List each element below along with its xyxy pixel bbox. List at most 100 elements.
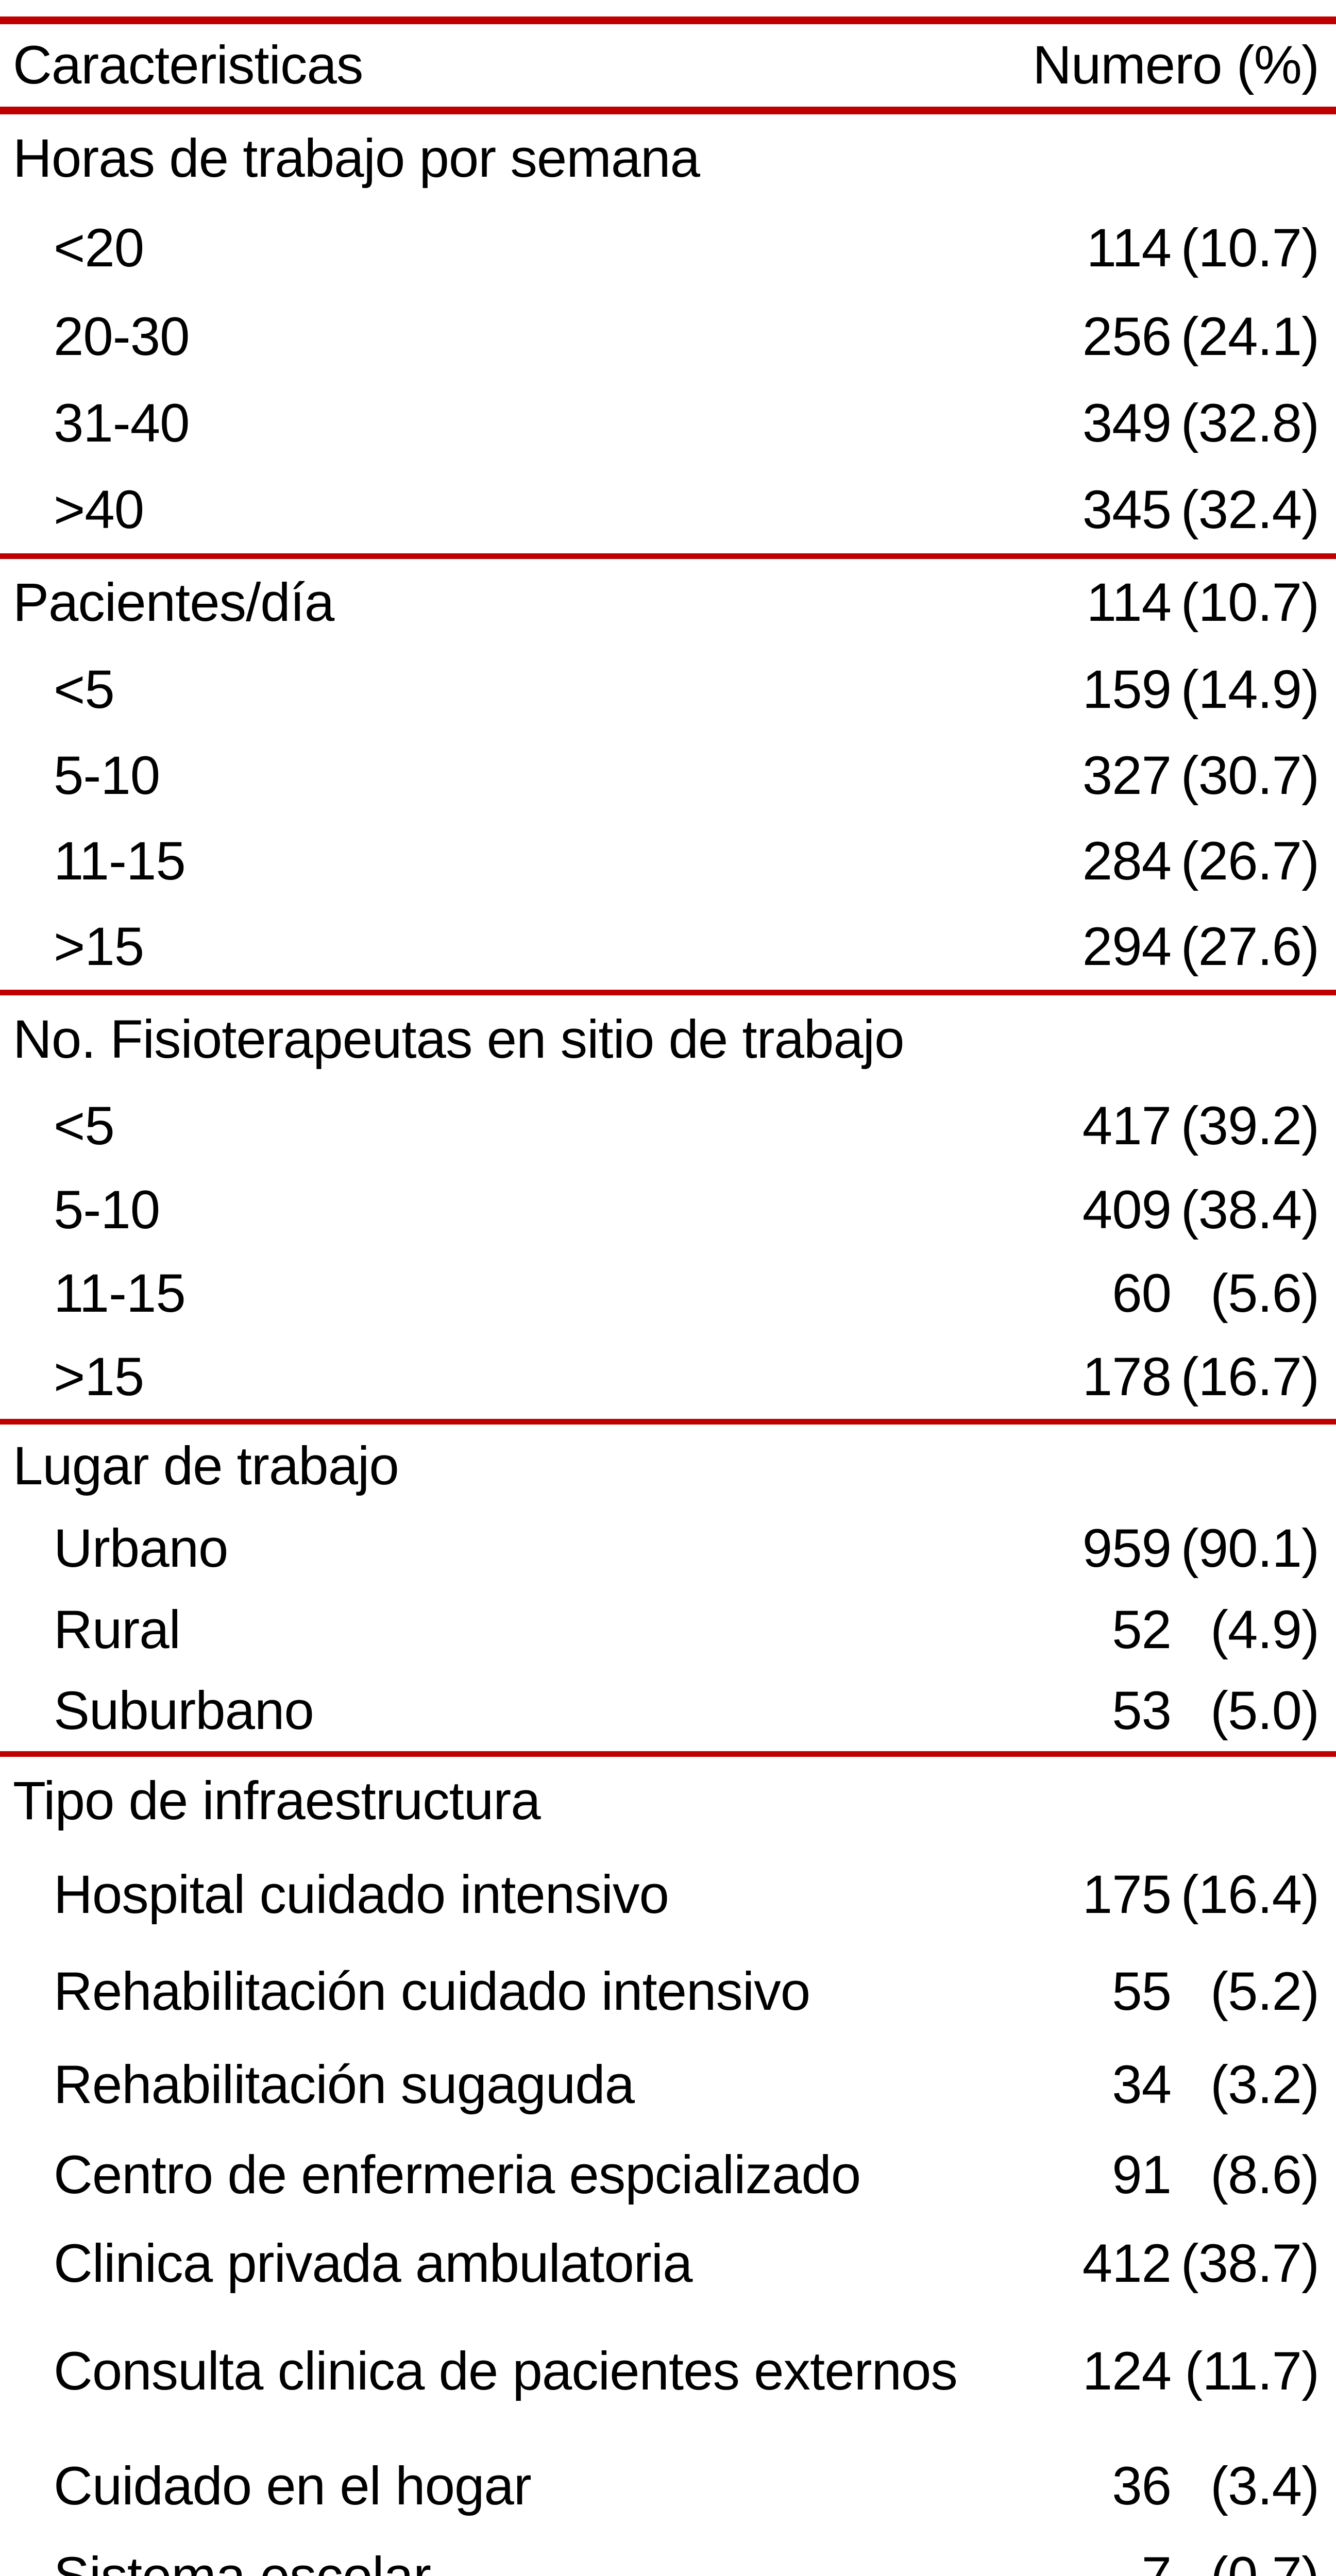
row-percent: (10.7) [1180, 218, 1320, 278]
row-percent: (8.6) [1210, 2145, 1320, 2205]
row-percent: (26.7) [1180, 831, 1320, 891]
column-header-number-percent: Numero (%) [1033, 35, 1320, 95]
row-count: 294 [1082, 917, 1172, 977]
row-percent: (27.6) [1180, 917, 1320, 977]
section-divider [0, 1419, 1336, 1425]
column-header-characteristics: Caracteristicas [13, 35, 363, 95]
row-count: 417 [1082, 1096, 1172, 1156]
table-row: Rehabilitación cuidado intensivo 55 (5.2) [0, 1944, 1336, 2039]
row-percent: (16.4) [1180, 1865, 1320, 1925]
section-title: Horas de trabajo por semana [13, 128, 700, 189]
row-label: Hospital cuidado intensivo [54, 1865, 669, 1925]
row-count: 178 [1082, 1347, 1172, 1407]
section-header-row: Tipo de infraestructura [0, 1757, 1336, 1845]
table-row: Rehabilitación sugaguda 34 (3.2) [0, 2039, 1336, 2131]
section-divider [0, 990, 1336, 995]
table-row: 11-15 60 (5.6) [0, 1252, 1336, 1335]
table-row: Clinica privada ambulatoria 412 (38.7) [0, 2219, 1336, 2308]
row-count: 114 [1086, 218, 1172, 278]
row-label: >15 [54, 917, 144, 977]
row-label: >40 [54, 480, 144, 540]
row-count: 124 [1082, 2341, 1172, 2401]
row-percent: (5.2) [1210, 1961, 1320, 2022]
row-percent: (32.8) [1180, 393, 1320, 453]
table-row: <20 114 (10.7) [0, 203, 1336, 294]
row-percent: (5.0) [1210, 1680, 1320, 1741]
table-body: Horas de trabajo por semana <20 114 (10.7) 2… [0, 114, 1336, 2576]
section-title: Lugar de trabajo [13, 1436, 399, 1496]
table-row: Urbano 959 (90.1) [0, 1508, 1336, 1589]
row-percent: (4.9) [1210, 1599, 1320, 1660]
row-label: 11-15 [54, 1263, 186, 1324]
table-row: <5 417 (39.2) [0, 1084, 1336, 1168]
table-row: 11-15 284 (26.7) [0, 819, 1336, 904]
row-count: 409 [1082, 1180, 1172, 1240]
row-percent: (11.7) [1185, 2341, 1320, 2401]
section-title: Tipo de infraestructura [13, 1771, 541, 1831]
section-title: No. Fisioterapeutas en sitio de trabajo [13, 1009, 905, 1070]
row-label: Consulta clinica de pacientes externos [54, 2341, 958, 2401]
table-row: Consulta clinica de pacientes externos 12… [0, 2308, 1336, 2434]
row-percent: (16.7) [1180, 1347, 1320, 1407]
row-label: Sistema escolar [0, 2546, 975, 2576]
row-label: Urbano [54, 1518, 228, 1579]
row-percent: (14.9) [1180, 659, 1320, 720]
table-row: 31-40 349 (32.8) [0, 380, 1336, 467]
row-label: 5-10 [54, 745, 160, 806]
row-percent: (5.6) [1210, 1263, 1320, 1324]
row-label: Clinica privada ambulatoria [54, 2233, 692, 2294]
row-label: Suburbano [54, 1680, 314, 1741]
row-count: 55 [1112, 1961, 1172, 2022]
row-label: <20 [54, 218, 144, 278]
row-count: 60 [1112, 1263, 1172, 1324]
section-header-row: Pacientes/día 114 (10.7) [0, 559, 1336, 647]
row-label: 31-40 [54, 393, 190, 453]
row-label: <5 [54, 1096, 115, 1156]
row-percent: (24.1) [1180, 307, 1320, 367]
table-row: Hospital cuidado intensivo 175 (16.4) [0, 1845, 1336, 1944]
table-row: Sistema escolar7(0.7) [0, 2538, 1336, 2576]
table-row: >15 178 (16.7) [0, 1335, 1336, 1419]
row-percent: (3.4) [1210, 2456, 1320, 2516]
table-row: Rural 52 (4.9) [0, 1589, 1336, 1670]
header-bottom-rule [0, 107, 1336, 114]
section-divider [0, 1751, 1336, 1757]
section-divider [0, 553, 1336, 559]
row-label: 5-10 [54, 1180, 160, 1240]
row-count: 36 [1112, 2456, 1172, 2516]
table-row: 5-10 327 (30.7) [0, 733, 1336, 819]
row-label: Rehabilitación sugaguda [54, 2055, 635, 2115]
row-label: Rehabilitación cuidado intensivo [54, 1961, 810, 2022]
row-percent: (0.7) [1171, 2546, 1336, 2576]
row-label: Centro de enfermeria espcializado [54, 2145, 861, 2205]
row-count: 256 [1082, 307, 1172, 367]
table-row: <5 159 (14.9) [0, 647, 1336, 733]
table-top-rule [0, 16, 1336, 24]
row-count: 175 [1082, 1865, 1172, 1925]
section-title: Pacientes/día [13, 572, 334, 633]
row-count: 53 [1112, 1680, 1172, 1741]
table-row: 20-30 256 (24.1) [0, 294, 1336, 380]
row-percent: (38.7) [1180, 2233, 1320, 2294]
row-count: 159 [1082, 659, 1172, 720]
row-percent: (3.2) [1210, 2055, 1320, 2115]
row-label: >15 [54, 1347, 144, 1407]
row-percent: (39.2) [1180, 1096, 1320, 1156]
row-count: 34 [1112, 2055, 1172, 2115]
row-label: 20-30 [54, 307, 190, 367]
row-percent: (90.1) [1180, 1518, 1320, 1579]
row-count: 345 [1082, 480, 1172, 540]
section-header-row: No. Fisioterapeutas en sitio de trabajo [0, 995, 1336, 1084]
row-count: 327 [1082, 745, 1172, 806]
table-row: >15 294 (27.6) [0, 904, 1336, 990]
row-label: 11-15 [54, 831, 186, 891]
table-row: >40 345 (32.4) [0, 467, 1336, 553]
row-count: 114 [1086, 572, 1172, 633]
row-label: <5 [54, 659, 115, 720]
row-percent: (32.4) [1180, 480, 1320, 540]
section-header-row: Horas de trabajo por semana [0, 114, 1336, 203]
table-row: Centro de enfermeria espcializado 91 (8.6) [0, 2131, 1336, 2219]
row-count: 7 [975, 2546, 1172, 2576]
row-count: 959 [1082, 1518, 1172, 1579]
row-count: 284 [1082, 831, 1172, 891]
